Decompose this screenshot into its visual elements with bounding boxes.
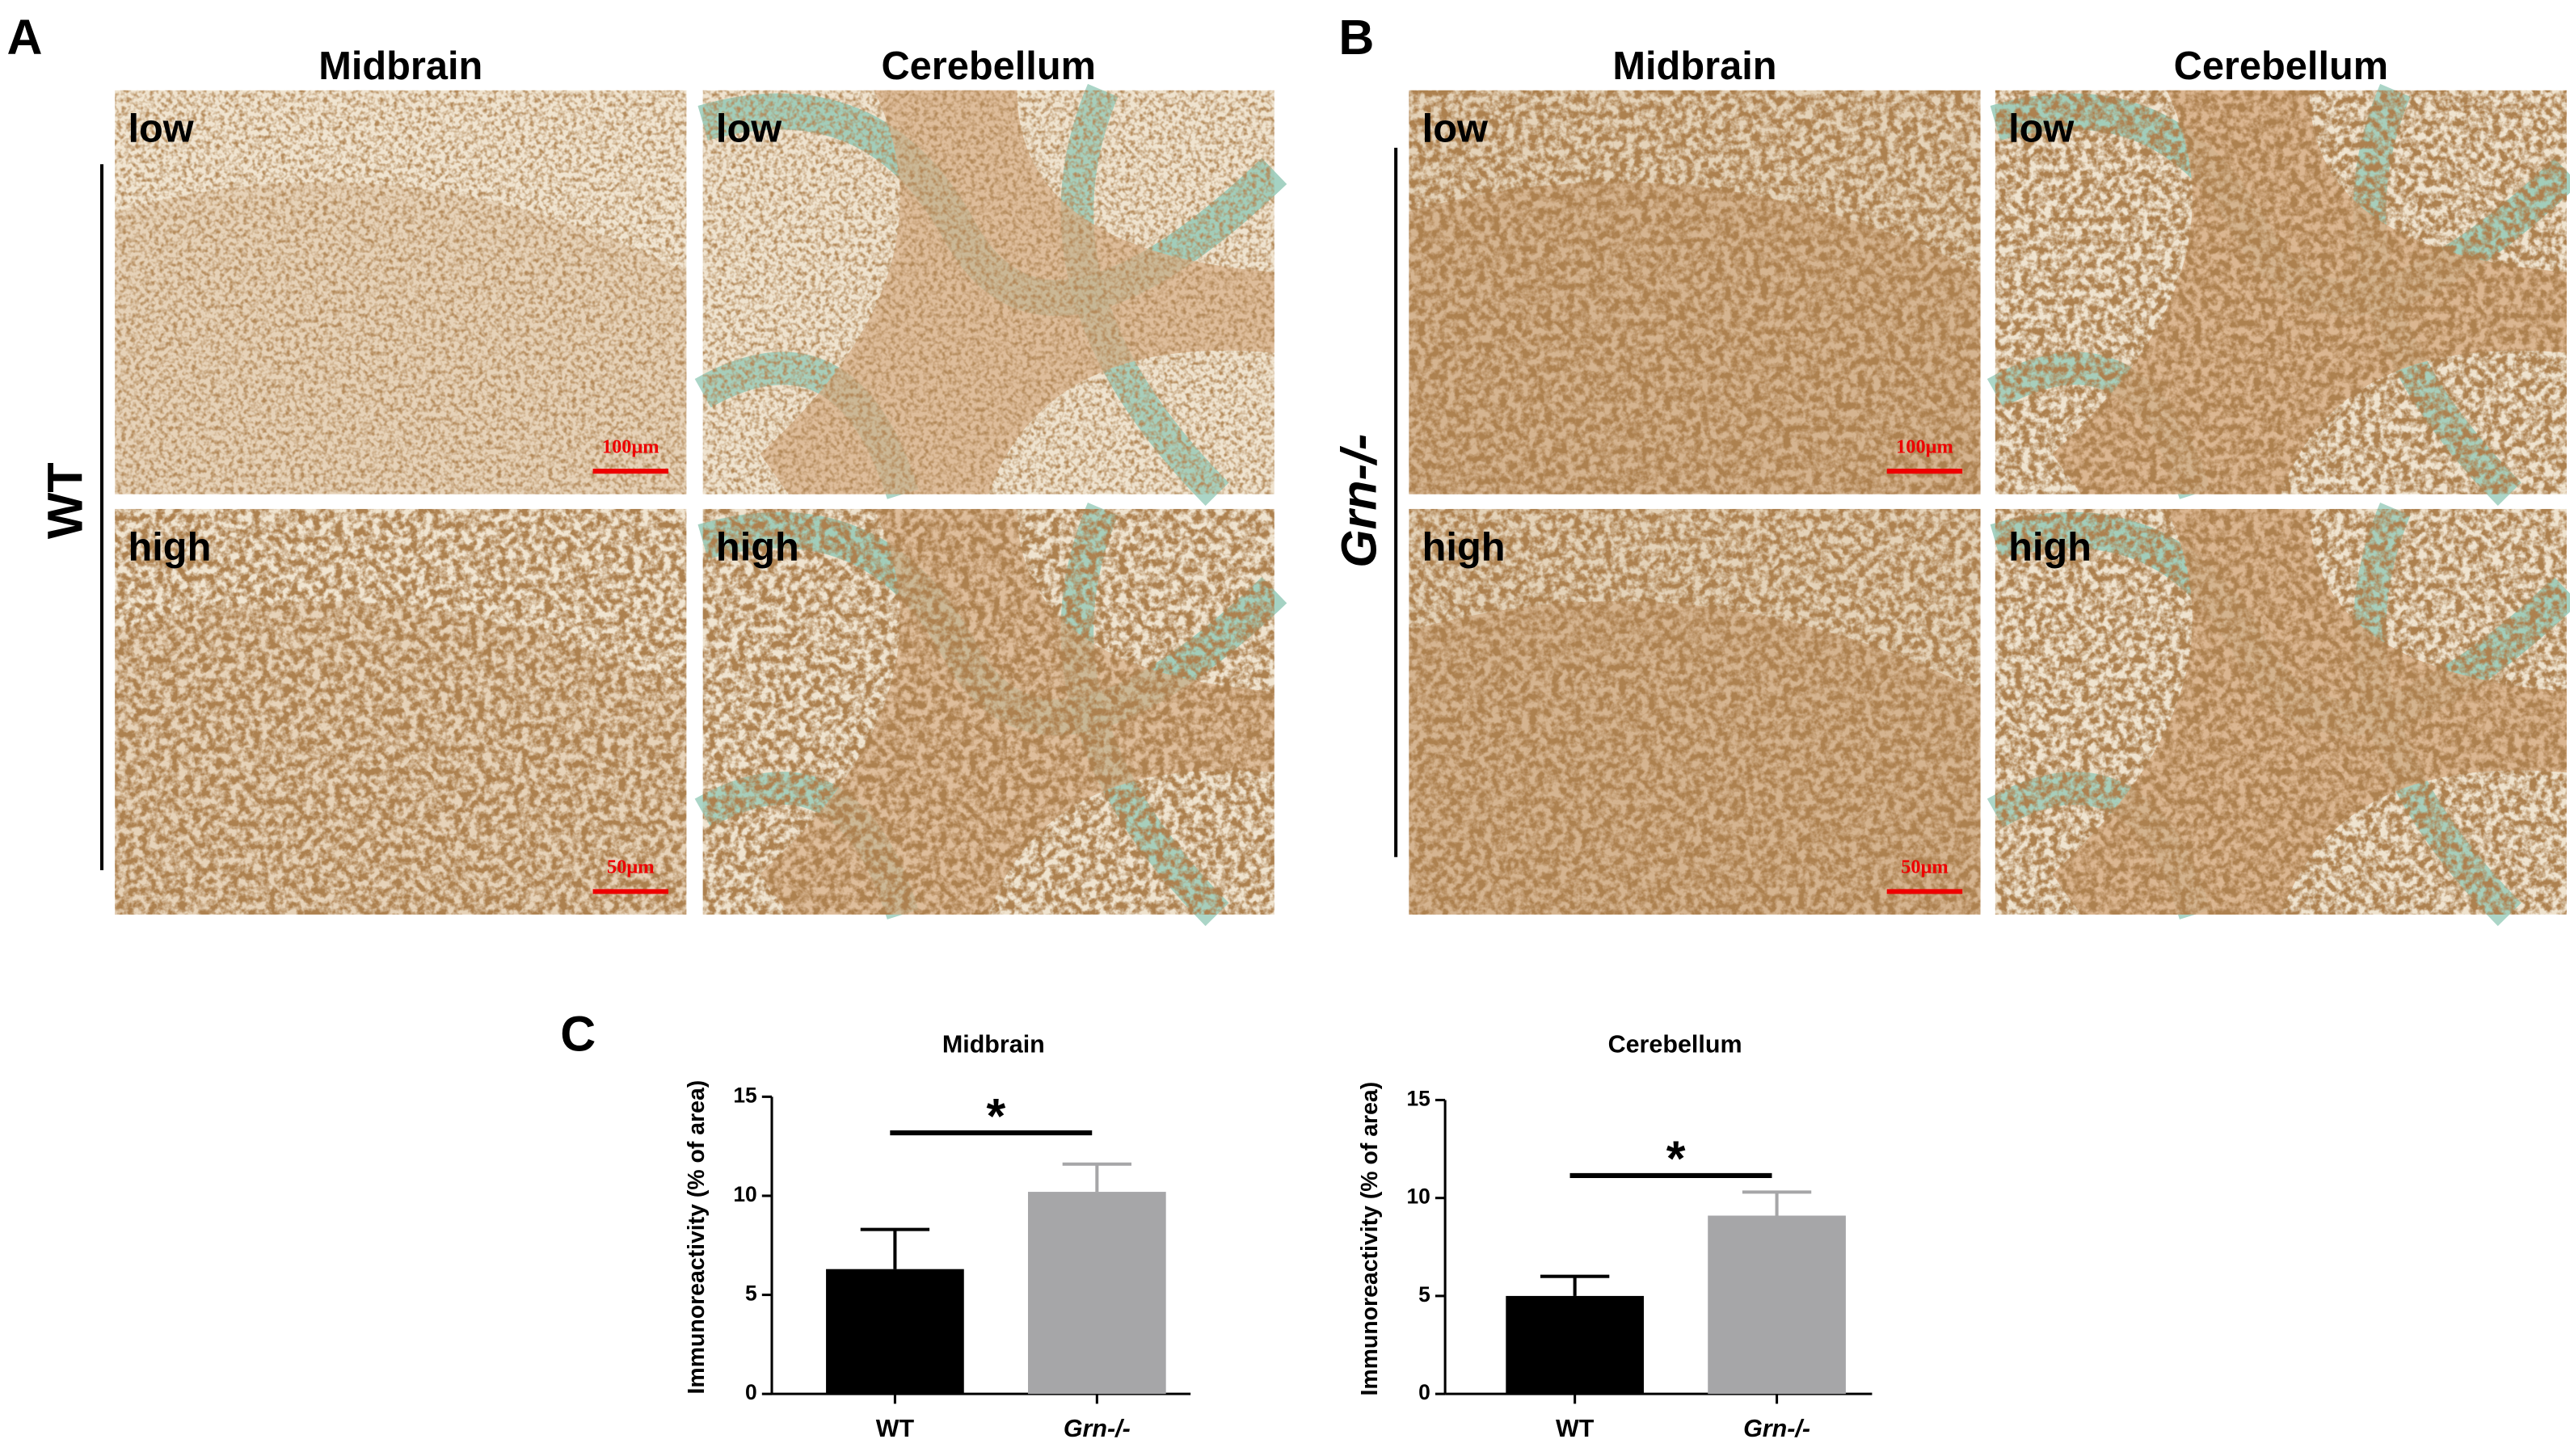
magnification-label: low [1422, 107, 1489, 150]
y-tick-label: 5 [1418, 1282, 1430, 1307]
stain-texture [702, 90, 1274, 494]
panel-letter: A [6, 10, 42, 65]
x-tick-label: Grn-/- [1743, 1415, 1810, 1442]
x-tick-label: WT [1556, 1415, 1595, 1442]
column-header: Cerebellum [881, 44, 1096, 88]
magnification-label: high [716, 526, 799, 570]
bar [1506, 1295, 1644, 1395]
micrograph [694, 503, 1287, 927]
stain-texture [1995, 508, 2567, 915]
column-header: Cerebellum [2174, 44, 2389, 88]
y-tick-label: 10 [1406, 1185, 1430, 1209]
group-label: Grn-/- [1332, 434, 1387, 568]
stain-texture [115, 508, 687, 915]
micrograph [1409, 508, 1981, 915]
stain-texture [115, 90, 687, 494]
stain-texture [1409, 90, 1981, 494]
y-tick-label: 15 [733, 1083, 756, 1107]
chart-title: Midbrain [942, 1030, 1045, 1058]
micrograph [1409, 90, 1981, 494]
micrograph [115, 508, 687, 915]
chart-title: Cerebellum [1608, 1030, 1742, 1058]
magnification-label: low [2008, 107, 2075, 150]
micrograph [115, 90, 687, 494]
column-header: Midbrain [1612, 44, 1776, 88]
y-axis-label: Immunoreactivity (% of area) [684, 1080, 710, 1395]
column-header: Midbrain [318, 44, 482, 88]
magnification-label: high [128, 526, 211, 570]
y-tick-label: 5 [745, 1281, 757, 1306]
micrograph [1986, 503, 2570, 927]
bar [826, 1269, 964, 1395]
bar [1708, 1215, 1846, 1395]
significance-label: * [987, 1088, 1006, 1143]
scale-bar-label: 100μm [1896, 436, 1953, 457]
group-label: WT [37, 462, 92, 539]
micrograph [1986, 83, 2570, 506]
bar [1028, 1192, 1166, 1395]
scale-bar-label: 50μm [607, 856, 655, 878]
magnification-label: high [1422, 526, 1506, 570]
panel-letter: B [1338, 10, 1374, 65]
stain-texture [1995, 90, 2567, 494]
stain-texture [1409, 508, 1981, 915]
panel-letter: C [560, 1006, 596, 1061]
y-tick-label: 0 [745, 1380, 757, 1404]
y-tick-label: 15 [1406, 1086, 1430, 1110]
magnification-label: low [128, 107, 194, 150]
magnification-label: high [2008, 526, 2092, 570]
significance-label: * [1666, 1131, 1686, 1186]
scale-bar-label: 50μm [1901, 856, 1949, 878]
stain-texture [702, 508, 1274, 915]
y-tick-label: 10 [733, 1182, 756, 1206]
y-axis-label: Immunoreactivity (% of area) [1357, 1082, 1383, 1396]
scale-bar-label: 100μm [602, 436, 659, 457]
y-tick-label: 0 [1418, 1380, 1430, 1404]
magnification-label: low [716, 107, 782, 150]
micrograph [694, 83, 1287, 506]
x-tick-label: Grn-/- [1064, 1415, 1131, 1442]
x-tick-label: WT [876, 1415, 915, 1442]
